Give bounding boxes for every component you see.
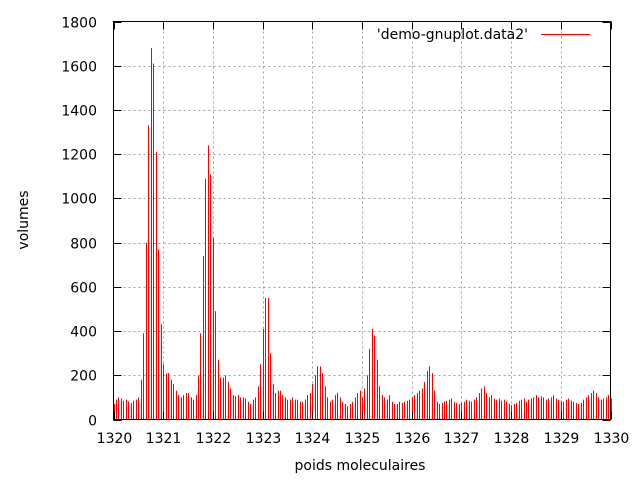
x-tick-label: 1327 [444, 431, 480, 447]
legend-label: 'demo-gnuplot.data2' [377, 27, 528, 43]
y-tick-label: 1800 [61, 16, 97, 32]
y-tick-label: 600 [70, 281, 97, 297]
axis-ticks [113, 21, 612, 421]
y-tick-label: 200 [70, 369, 97, 385]
x-tick-label: 1330 [594, 431, 630, 447]
y-tick-label: 800 [70, 237, 97, 253]
x-tick-label: 1329 [544, 431, 580, 447]
x-tick-label: 1326 [395, 431, 431, 447]
grid-lines [113, 21, 611, 420]
y-tick-labels: 0 200 400 600 800 1000 1200 1400 1600 1800 [61, 16, 97, 430]
y-tick-label: 0 [88, 414, 97, 430]
y-tick-label: 1600 [61, 60, 97, 76]
x-tick-label: 1324 [295, 431, 331, 447]
y-axis-label: volumes [16, 190, 32, 249]
x-axis-label: poids moleculaires [295, 458, 426, 474]
x-tick-label: 1320 [97, 431, 133, 447]
x-tick-label: 1328 [494, 431, 530, 447]
bars-group [114, 48, 612, 420]
x-tick-label: 1323 [246, 431, 282, 447]
y-tick-label: 400 [70, 325, 97, 341]
x-tick-label: 1322 [196, 431, 232, 447]
plot-frame [113, 21, 611, 420]
x-tick-label: 1321 [146, 431, 182, 447]
legend: 'demo-gnuplot.data2' [377, 27, 590, 43]
x-tick-labels: 1320 1321 1322 1323 1324 1325 1326 1327 1328 1329… [97, 431, 630, 447]
x-tick-label: 1325 [345, 431, 381, 447]
y-tick-label: 1200 [61, 148, 97, 164]
y-tick-label: 1400 [61, 104, 97, 120]
y-tick-label: 1000 [61, 192, 97, 208]
